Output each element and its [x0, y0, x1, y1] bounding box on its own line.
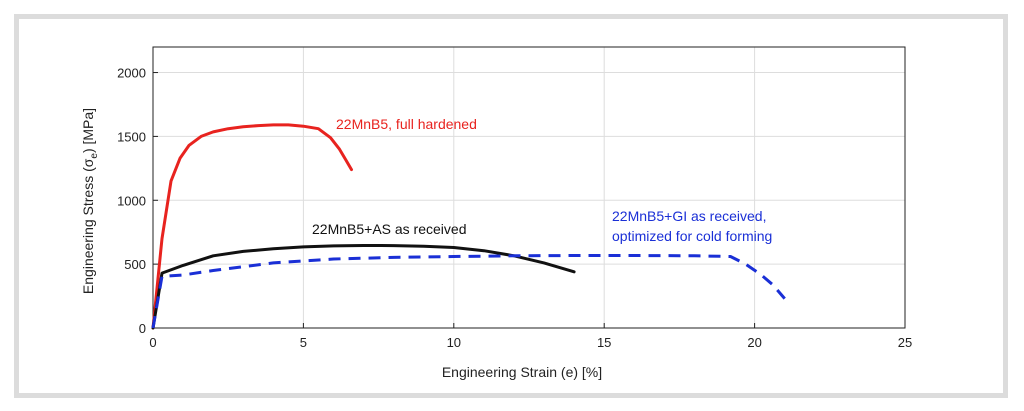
series-line-1: [151, 123, 353, 330]
annotation-gi-received-line1: 22MnB5+GI as received,: [612, 208, 766, 224]
x-tick-label: 0: [149, 335, 156, 350]
series-line-2: [151, 244, 576, 330]
y-tick-label: 2000: [117, 66, 146, 81]
x-tick-label: 20: [747, 335, 761, 350]
x-axis-title: Engineering Strain (e) [%]: [442, 364, 602, 380]
grid: [153, 47, 905, 328]
series-line-3: [151, 254, 786, 329]
y-tick-label: 1500: [117, 129, 146, 144]
y-tick-label: 500: [124, 257, 146, 272]
plot-area: [152, 46, 906, 329]
annotation-full-hardened: 22MnB5, full hardened: [336, 116, 477, 132]
annotation-gi-received-line2: optimized for cold forming: [612, 228, 772, 244]
y-tick-label: 0: [139, 321, 146, 336]
y-tick-label: 1000: [117, 193, 146, 208]
axis-ticks: 0 5 10 15 20 25 0 500 1000 1500 2000: [117, 66, 912, 350]
series-lines: [151, 123, 786, 330]
x-tick-label: 25: [898, 335, 912, 350]
x-tick-label: 5: [300, 335, 307, 350]
chart-frame: 0 5 10 15 20 25 0 500 1000 1500 2000 Engineering S…: [14, 14, 1008, 398]
x-tick-label: 15: [597, 335, 611, 350]
y-axis-title: Engineering Stress (σe) [MPa]: [80, 108, 100, 294]
stress-strain-chart: 0 5 10 15 20 25 0 500 1000 1500 2000 Engineering S…: [80, 46, 912, 380]
annotation-as-received: 22MnB5+AS as received: [312, 221, 466, 237]
x-tick-label: 10: [447, 335, 461, 350]
